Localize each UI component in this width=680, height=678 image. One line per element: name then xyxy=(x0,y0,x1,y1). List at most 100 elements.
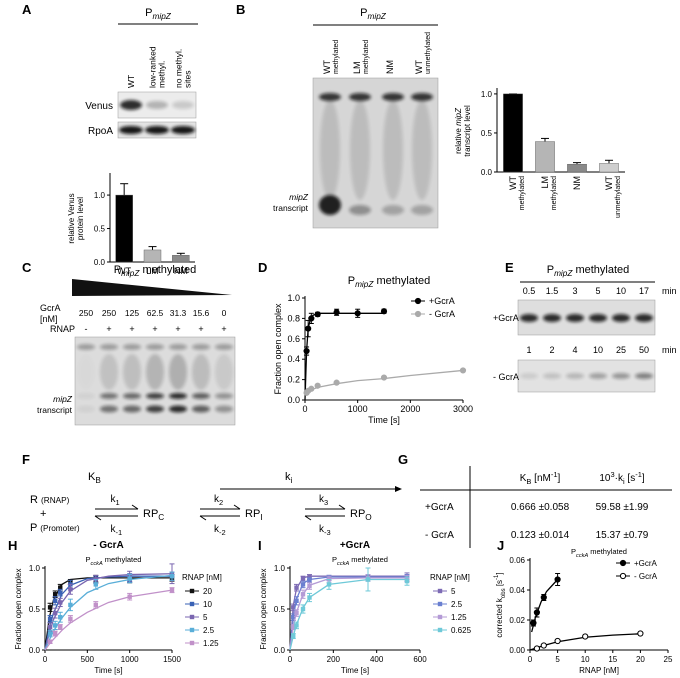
x-tick-label: 1000 xyxy=(348,404,368,414)
x-tick-label: 25 xyxy=(664,655,673,664)
gel-band xyxy=(215,393,233,399)
y-tick-label: 1.0 xyxy=(287,293,300,303)
gel-band xyxy=(612,314,630,322)
text-segment: 2 xyxy=(219,498,223,507)
row-label: [nM] xyxy=(40,314,58,324)
text-segment: methylated xyxy=(103,555,142,564)
gel-band xyxy=(192,393,210,399)
legend-label: - GcrA xyxy=(634,572,658,581)
y-tick-label: 0.0 xyxy=(481,168,493,177)
data-point xyxy=(307,574,312,580)
legend-marker xyxy=(437,614,443,620)
x-tick-label: 1500 xyxy=(163,655,181,664)
gel-band xyxy=(100,393,118,399)
x-tick-label: 3000 xyxy=(453,404,473,414)
lane-label: no methyl. xyxy=(174,49,184,88)
text-segment: mipZ xyxy=(121,269,140,278)
legend-label: - GcrA xyxy=(429,309,455,319)
text-segment: methylated xyxy=(572,264,629,276)
legend-marker xyxy=(437,601,443,607)
row-label: - GcrA xyxy=(493,372,519,382)
y-tick-label: 0.04 xyxy=(509,586,525,595)
y-tick-label: 0.5 xyxy=(29,605,41,614)
gel-band xyxy=(146,354,164,390)
data-point xyxy=(294,585,299,590)
y-tick-label: 1.0 xyxy=(94,191,106,200)
text-segment: [s xyxy=(625,473,636,484)
promoter-label: PmipZ methylated xyxy=(547,264,630,278)
table-cell: - GcrA xyxy=(425,530,454,541)
gel-band xyxy=(520,373,538,379)
lane-label: low-ranked xyxy=(148,46,158,88)
data-point xyxy=(307,578,312,583)
text-segment: 3 xyxy=(324,498,328,507)
y-axis-label: relative mipZ xyxy=(454,107,463,154)
table-cell: 0.123 ±0.014 xyxy=(511,530,570,541)
text-segment: -1 xyxy=(494,574,500,580)
data-point xyxy=(291,605,296,610)
text-segment: k xyxy=(319,524,325,535)
data-point xyxy=(294,623,299,628)
data-point xyxy=(127,594,132,599)
half-arrow xyxy=(94,515,102,521)
gel-band xyxy=(171,126,195,134)
text-segment: P xyxy=(360,7,367,19)
gel-band xyxy=(382,205,404,215)
time-label: 17 xyxy=(639,286,649,296)
gel-band xyxy=(123,405,141,413)
data-point xyxy=(333,309,340,316)
data-point xyxy=(554,576,561,583)
x-axis-label: Time [s] xyxy=(94,666,122,675)
text-segment: 3 xyxy=(610,470,614,479)
y-tick-label: 0.02 xyxy=(509,616,525,625)
row-label: Venus xyxy=(85,101,113,112)
rate-label: k2 xyxy=(214,494,223,507)
band-label: transcript xyxy=(37,405,73,415)
text-segment: P xyxy=(30,522,40,534)
lane-label: 250 xyxy=(102,308,116,318)
lane-label: WT xyxy=(322,60,332,74)
text-segment: K xyxy=(88,471,96,483)
chart-title: PcckA methylated xyxy=(332,555,388,567)
legend-label: 2.5 xyxy=(451,600,463,609)
y-tick-label: 0.5 xyxy=(274,605,286,614)
gel-band xyxy=(100,354,118,390)
gel-band xyxy=(349,205,371,215)
gel-band xyxy=(77,344,95,350)
gel-band xyxy=(543,314,561,322)
gel-band xyxy=(350,100,370,200)
x-axis-label: Time [s] xyxy=(341,666,369,675)
text-segment: mipZ xyxy=(454,107,463,126)
y-axis-label: relative Venus xyxy=(67,193,76,243)
text-segment: mipZ xyxy=(153,12,172,21)
data-point xyxy=(533,609,541,616)
legend-marker xyxy=(189,627,195,633)
chart-title: PcckA methylated xyxy=(571,547,627,559)
species-label: RPI xyxy=(245,508,263,522)
lane-label: 125 xyxy=(125,308,139,318)
rate-label: k-1 xyxy=(111,524,123,537)
text-segment: P xyxy=(86,555,91,564)
lane-label: methylated xyxy=(363,40,370,74)
x-tick-label: 10 xyxy=(581,655,590,664)
table-cell: +GcrA xyxy=(425,502,454,513)
text-segment: C xyxy=(158,513,164,522)
text-segment: corrected k xyxy=(495,597,504,638)
text-segment: (Promoter) xyxy=(40,524,80,533)
species-label: RPC xyxy=(143,508,164,522)
species-label: RPO xyxy=(350,508,372,522)
legend-label: +GcrA xyxy=(429,296,455,306)
data-point xyxy=(303,347,310,355)
gel-band xyxy=(145,126,169,134)
x-tick-label: 15 xyxy=(608,655,617,664)
gel-band xyxy=(635,373,653,379)
bar xyxy=(172,255,190,263)
rate-label: k1 xyxy=(111,494,120,507)
text-segment: B xyxy=(526,477,531,486)
y-tick-label: 0.0 xyxy=(94,258,106,267)
legend-label: 5 xyxy=(203,613,208,622)
data-point xyxy=(68,602,73,608)
y-tick-label: 0.0 xyxy=(274,646,286,655)
lane-label: - xyxy=(85,324,88,334)
text-segment: k xyxy=(285,471,291,483)
